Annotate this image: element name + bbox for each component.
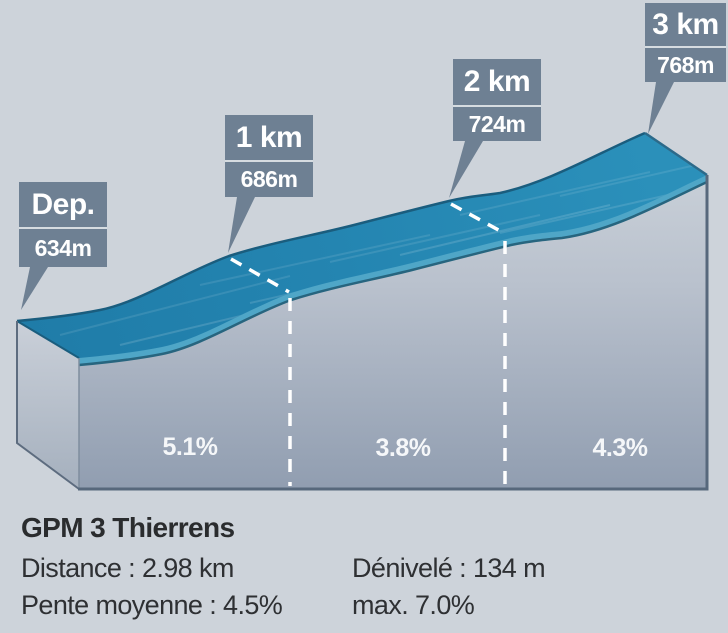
km2-dash-surface: [450, 202, 505, 235]
road-left-cut-edge: [16, 320, 80, 359]
block-front-outline: [78, 175, 709, 491]
marker-3km-elevation: 768m: [645, 46, 726, 82]
marker-tail-dep: [21, 267, 48, 310]
marker-tail-3km: [648, 82, 674, 134]
marker-1km-label: 1 km: [235, 120, 303, 154]
road-front-edge: [78, 174, 709, 367]
marker-1km: 1 km 686m: [225, 115, 313, 197]
marker-2km-label: 2 km: [463, 65, 531, 98]
marker-3km-label: 3 km: [652, 7, 719, 41]
marker-3km: 3 km 768m: [645, 3, 726, 82]
max-slope-text: max. 7.0%: [352, 590, 475, 620]
average-slope-text: Pente moyenne : 4.5%: [21, 590, 283, 620]
block-left-outline: [16, 321, 80, 490]
gradient-label-segment2: 3.8%: [375, 434, 431, 462]
km-separators: [230, 202, 507, 486]
marker-tail-2km: [449, 141, 483, 198]
road-surface: [17, 133, 707, 358]
distance-text: Distance : 2.98 km: [21, 553, 234, 583]
marker-1km-elevation: 686m: [225, 160, 313, 197]
marker-dep-label: Dep.: [31, 187, 95, 221]
marker-2km: 2 km 724m: [453, 59, 541, 141]
marker-tail-1km: [228, 197, 255, 253]
gradient-label-segment1: 5.1%: [162, 433, 218, 461]
marker-dep-elevation: 634m: [19, 227, 107, 267]
gradient-label-segment3: 4.3%: [592, 434, 648, 462]
km1-dash-surface: [230, 257, 290, 294]
marker-tails: [21, 82, 674, 310]
elevation-gain-text: Dénivelé : 134 m: [352, 553, 546, 583]
road-back-edge: [16, 131, 646, 323]
marker-dep: Dep. 634m: [19, 182, 107, 267]
block-left-face: [17, 321, 79, 489]
road-right-cut-edge: [644, 131, 708, 177]
block-front-face: [79, 175, 707, 489]
climb-title: GPM 3 Thierrens: [21, 512, 235, 543]
marker-2km-elevation: 724m: [453, 105, 541, 141]
